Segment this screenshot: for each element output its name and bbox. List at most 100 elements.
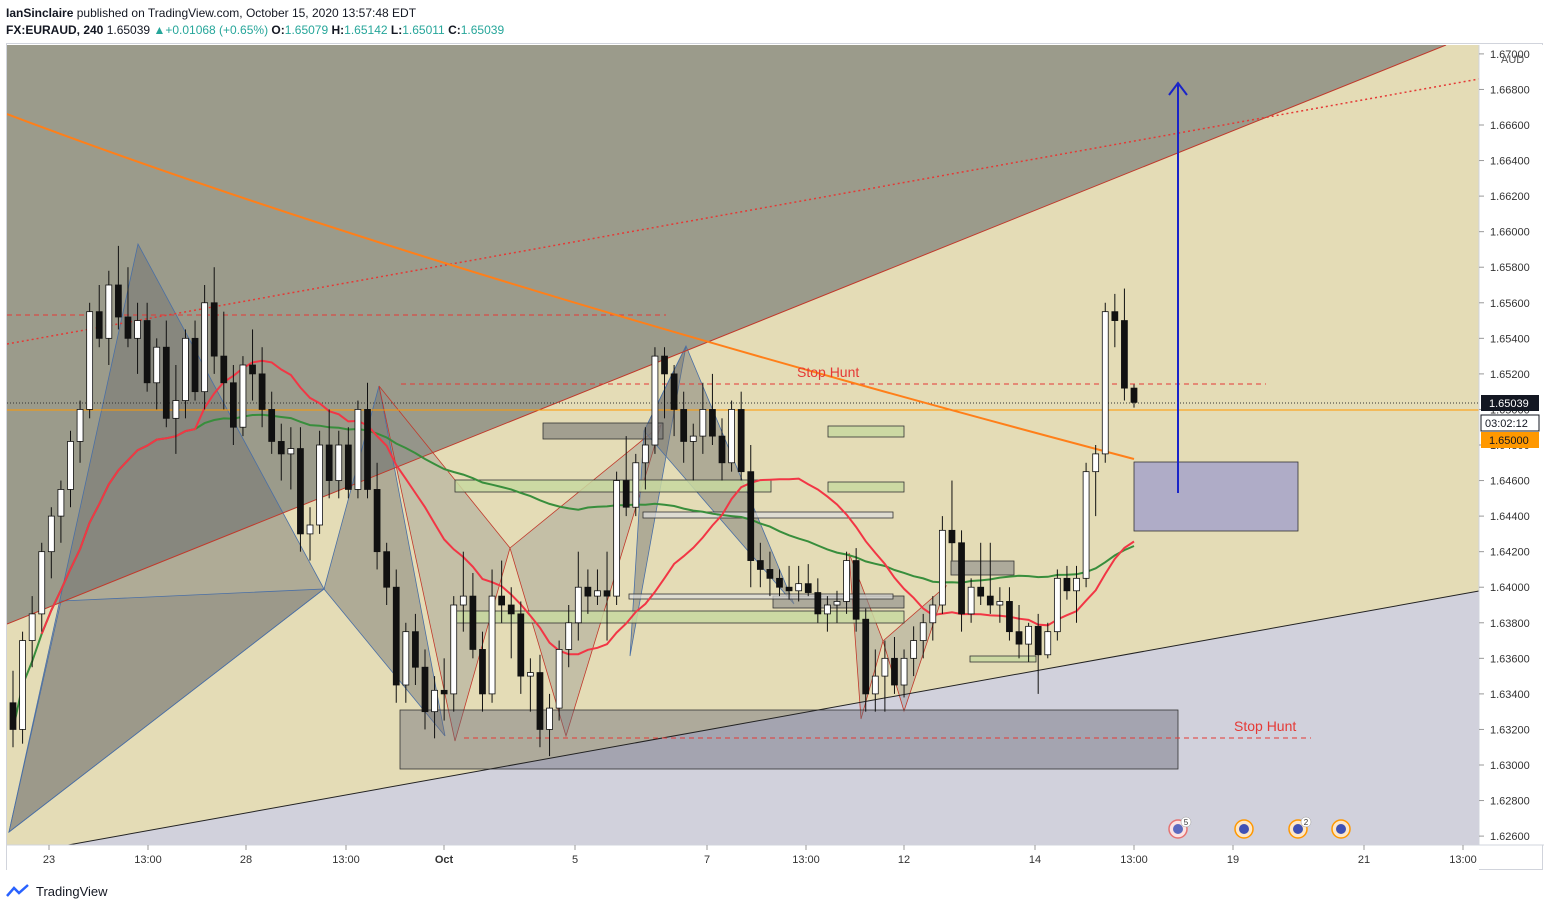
candle-body[interactable] xyxy=(38,551,46,615)
candle-body[interactable] xyxy=(67,441,74,490)
candle-body[interactable] xyxy=(498,595,506,606)
candle-body[interactable] xyxy=(479,649,486,695)
candle-body[interactable] xyxy=(268,409,276,442)
candle-body[interactable] xyxy=(929,604,937,624)
candle-body[interactable] xyxy=(699,409,707,437)
candle-body[interactable] xyxy=(287,448,295,455)
candle-body[interactable] xyxy=(689,435,697,442)
candle-body[interactable] xyxy=(958,542,965,615)
candle-body[interactable] xyxy=(402,631,410,686)
candle-body[interactable] xyxy=(1044,631,1052,656)
zone-box[interactable] xyxy=(642,511,894,519)
zone-box[interactable] xyxy=(628,593,894,600)
candle-body[interactable] xyxy=(306,524,314,535)
candle-body[interactable] xyxy=(344,444,352,490)
candle-body[interactable] xyxy=(948,529,956,544)
candle-body[interactable] xyxy=(967,586,975,615)
candle-body[interactable] xyxy=(737,409,745,473)
candle-body[interactable] xyxy=(1006,601,1013,633)
target-zone-box[interactable] xyxy=(1133,461,1299,532)
candle-body[interactable] xyxy=(76,409,84,442)
candle-body[interactable] xyxy=(392,586,400,686)
candle-body[interactable] xyxy=(996,601,1004,606)
candle-body[interactable] xyxy=(1092,453,1100,473)
candle-body[interactable] xyxy=(9,702,17,730)
candle-body[interactable] xyxy=(201,302,208,393)
event-badge[interactable] xyxy=(1234,819,1254,839)
candle-body[interactable] xyxy=(172,400,180,419)
candle-body[interactable] xyxy=(143,320,151,384)
candle-body[interactable] xyxy=(555,649,563,709)
lower-trendline[interactable] xyxy=(7,590,1479,856)
candle-body[interactable] xyxy=(1130,387,1138,403)
candle-body[interactable] xyxy=(383,551,391,588)
candle-body[interactable] xyxy=(871,675,879,695)
candle-body[interactable] xyxy=(450,604,458,695)
author-name[interactable]: IanSinclaire xyxy=(6,6,74,20)
candle-body[interactable] xyxy=(134,320,141,339)
candle-body[interactable] xyxy=(354,409,362,490)
candle-body[interactable] xyxy=(804,583,812,593)
candle-body[interactable] xyxy=(258,373,266,410)
candle-body[interactable] xyxy=(766,569,774,579)
candle-body[interactable] xyxy=(1101,311,1109,455)
moving-average-slow[interactable] xyxy=(12,413,1135,730)
candle-body[interactable] xyxy=(977,586,985,597)
candle-body[interactable] xyxy=(373,489,381,553)
candle-body[interactable] xyxy=(19,640,26,730)
candle-body[interactable] xyxy=(191,337,199,393)
demand-zone-box[interactable] xyxy=(399,709,1179,770)
candle-body[interactable] xyxy=(517,613,525,677)
candle-body[interactable] xyxy=(641,444,649,464)
chart-frame[interactable]: Stop Hunt Stop Hunt 5 2 xyxy=(6,43,1544,870)
candle-body[interactable] xyxy=(603,590,611,597)
candle-body[interactable] xyxy=(900,657,908,686)
candle-body[interactable] xyxy=(670,373,678,410)
candle-body[interactable] xyxy=(47,515,55,553)
candle-body[interactable] xyxy=(249,364,256,375)
candle-body[interactable] xyxy=(824,604,831,615)
zone-box[interactable] xyxy=(969,655,1037,663)
candle-body[interactable] xyxy=(162,346,170,419)
candle-body[interactable] xyxy=(220,355,228,384)
candle-body[interactable] xyxy=(364,409,371,490)
candle-body[interactable] xyxy=(680,409,688,442)
candle-body[interactable] xyxy=(488,595,496,695)
candle-body[interactable] xyxy=(536,672,544,730)
zone-box[interactable] xyxy=(827,481,905,493)
candle-body[interactable] xyxy=(613,480,620,597)
brand-name[interactable]: TradingView xyxy=(36,883,108,899)
event-badge[interactable] xyxy=(1331,819,1351,839)
candle-body[interactable] xyxy=(421,666,429,713)
candle-body[interactable] xyxy=(939,529,946,606)
candle-body[interactable] xyxy=(565,622,573,650)
stop-hunt-label-upper[interactable]: Stop Hunt xyxy=(797,364,859,380)
candle-body[interactable] xyxy=(881,657,889,677)
candle-body[interactable] xyxy=(661,355,668,375)
candle-body[interactable] xyxy=(182,337,189,401)
candle-body[interactable] xyxy=(795,583,803,592)
candle-body[interactable] xyxy=(728,409,735,464)
candle-body[interactable] xyxy=(95,311,103,339)
candle-body[interactable] xyxy=(459,595,467,606)
candle-body[interactable] xyxy=(440,689,448,695)
candle-body[interactable] xyxy=(115,284,122,318)
candle-body[interactable] xyxy=(986,595,994,606)
candle-body[interactable] xyxy=(153,346,161,384)
candle-body[interactable] xyxy=(28,613,36,641)
stop-hunt-label-lower[interactable]: Stop Hunt xyxy=(1234,718,1296,734)
candle-body[interactable] xyxy=(277,441,285,455)
candle-body[interactable] xyxy=(335,444,343,481)
event-badge[interactable]: 5 xyxy=(1168,816,1192,839)
candle-body[interactable] xyxy=(239,364,247,428)
candle-body[interactable] xyxy=(297,448,304,535)
candle-body[interactable] xyxy=(852,560,860,620)
candle-body[interactable] xyxy=(632,462,640,508)
candle-body[interactable] xyxy=(1015,631,1023,645)
zone-box[interactable] xyxy=(454,479,772,493)
candle-body[interactable] xyxy=(785,586,793,592)
candle-body[interactable] xyxy=(124,316,132,339)
time-axis[interactable] xyxy=(7,845,1479,870)
candle-body[interactable] xyxy=(843,560,850,602)
symbol-label[interactable]: FX:EURAUD, 240 xyxy=(6,23,104,37)
